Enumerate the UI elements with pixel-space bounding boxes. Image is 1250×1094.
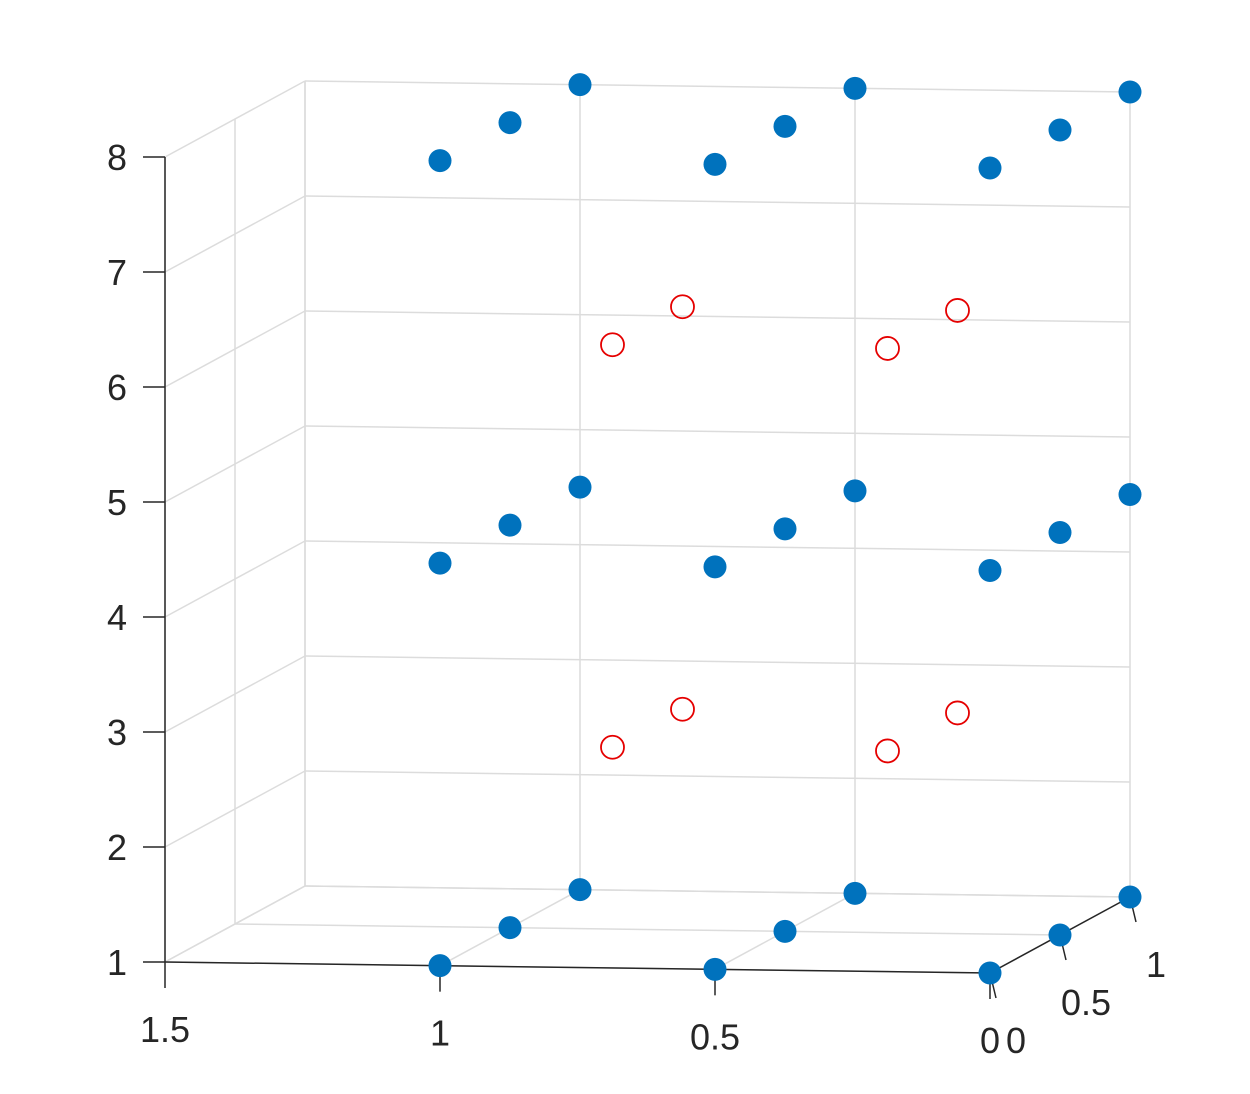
open-marker	[945, 298, 970, 323]
z-tick-label: 3	[107, 712, 127, 753]
z-gridline-back	[304, 540, 1131, 553]
filled-marker	[1048, 923, 1072, 947]
open-marker	[875, 336, 900, 361]
z-tick-label: 6	[107, 367, 127, 408]
open-marker	[600, 332, 625, 358]
open-marker	[670, 294, 695, 320]
filled-marker	[1118, 885, 1142, 909]
filled-marker	[773, 114, 797, 138]
filled-marker	[568, 73, 592, 97]
x-tick-label: 1	[430, 1013, 450, 1054]
filled-marker	[568, 878, 592, 902]
y-gridline-floor	[234, 923, 1061, 936]
z-tick-label: 7	[107, 252, 127, 293]
open-marker	[945, 700, 970, 726]
filled-marker	[428, 149, 452, 173]
open-marker	[670, 696, 695, 722]
y-tick-label: 0	[1006, 1020, 1026, 1061]
filled-marker	[843, 76, 867, 100]
filled-marker	[1118, 483, 1142, 506]
open-marker	[600, 734, 625, 760]
filled-marker	[978, 559, 1002, 582]
filled-marker	[703, 152, 727, 176]
filled-marker	[428, 954, 452, 978]
z-tick-label: 4	[107, 597, 127, 638]
axes	[143, 156, 1137, 999]
filled-marker	[773, 919, 797, 943]
z-tick-label: 5	[107, 482, 127, 523]
y-tick-label: 0.5	[1061, 982, 1111, 1023]
z-gridline-back	[304, 195, 1131, 208]
z-tick-label: 1	[107, 942, 127, 983]
filled-marker	[843, 881, 867, 905]
filled-marker	[1118, 80, 1142, 104]
filled-marker	[843, 479, 867, 503]
grid-lines	[164, 80, 1131, 974]
x-tick-label: 1.5	[140, 1009, 190, 1050]
filled-marker	[703, 957, 727, 981]
data-points	[428, 73, 1142, 985]
x-tick-label: 0.5	[690, 1016, 740, 1057]
x-axis-line	[164, 961, 991, 974]
filled-marker	[568, 475, 592, 499]
z-tick-label: 8	[107, 137, 127, 178]
y-gridline-floor	[304, 885, 1131, 898]
filled-marker	[1048, 521, 1072, 544]
filled-marker	[1048, 118, 1072, 142]
tick-labels: 0 0.5 1 1.5 0 0.5 1 1 2 3 4 5 6 7 8	[107, 137, 1166, 1061]
z-gridline-back	[304, 770, 1131, 783]
z-gridline-back	[304, 80, 1131, 93]
x-tick-label: 0	[980, 1020, 1000, 1061]
filled-marker	[428, 551, 452, 575]
z-tick-label: 2	[107, 827, 127, 868]
filled-marker	[978, 156, 1002, 180]
z-gridline-back	[304, 425, 1131, 438]
filled-marker	[773, 517, 797, 541]
z-gridline-back	[304, 655, 1131, 668]
filled-marker	[498, 513, 522, 537]
filled-marker	[978, 961, 1002, 985]
filled-marker	[498, 916, 522, 940]
open-marker	[875, 738, 900, 764]
filled-marker	[703, 555, 727, 579]
y-tick-label: 1	[1146, 944, 1166, 985]
z-gridline-back	[304, 310, 1131, 323]
filled-marker	[498, 111, 522, 135]
